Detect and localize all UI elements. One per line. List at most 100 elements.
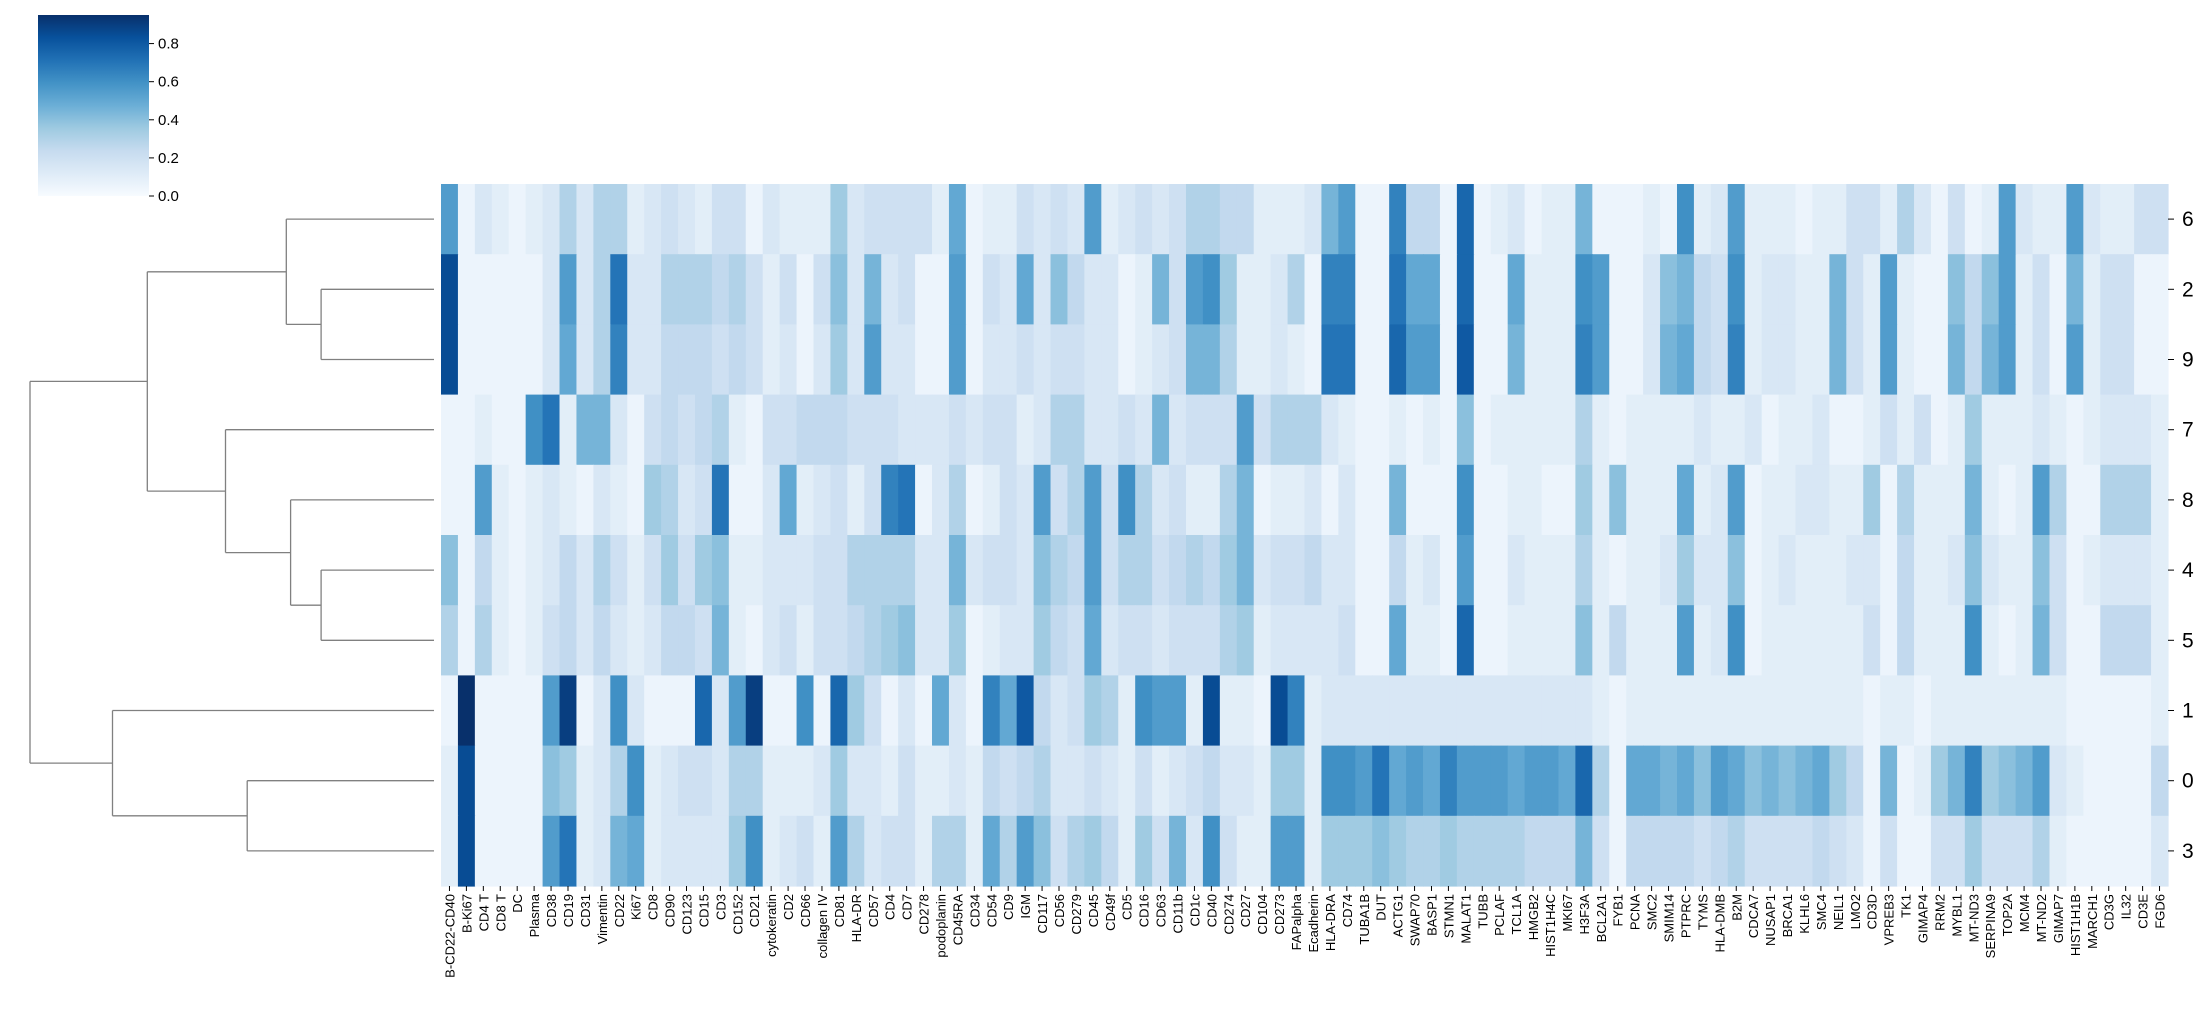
column-label: Ki67	[629, 894, 644, 920]
heatmap-cell	[1541, 464, 1560, 536]
heatmap-cell	[1812, 254, 1830, 325]
heatmap-cell	[1914, 464, 1932, 536]
heatmap-cell	[982, 184, 1001, 255]
heatmap-cell	[1541, 675, 1560, 747]
heatmap-cell	[1930, 605, 1949, 676]
heatmap-cell	[1152, 464, 1170, 536]
heatmap-cell	[1676, 184, 1695, 255]
heatmap-cell	[1964, 254, 1983, 325]
heatmap-cell	[2117, 815, 2135, 887]
heatmap-cell	[1372, 535, 1390, 606]
column-label: CD8	[646, 894, 661, 920]
heatmap-cell	[1558, 745, 1576, 817]
heatmap-cell	[1355, 745, 1373, 817]
heatmap-cell	[1490, 324, 1509, 396]
column-label: SWAP70	[1408, 894, 1423, 946]
column-label: cytokeratin	[764, 894, 779, 957]
heatmap-cell	[779, 605, 798, 676]
heatmap-cell	[1761, 184, 1780, 255]
heatmap-cell	[796, 535, 815, 606]
heatmap-cell	[796, 324, 815, 396]
column-label: CD274	[1221, 894, 1236, 934]
heatmap-cell	[1406, 464, 1424, 536]
heatmap-cell	[576, 394, 594, 466]
heatmap-cell	[1998, 605, 2017, 676]
heatmap-cell	[898, 324, 916, 396]
heatmap-cell	[2049, 745, 2068, 817]
heatmap-cell	[1710, 254, 1729, 325]
heatmap-cell	[2117, 675, 2135, 747]
heatmap-cell	[1609, 605, 1627, 676]
heatmap-cell	[2032, 184, 2051, 255]
heatmap-cell	[1270, 394, 1289, 466]
heatmap-cell	[1727, 464, 1746, 536]
heatmap-cell	[711, 815, 730, 887]
heatmap-cell	[1676, 535, 1695, 606]
heatmap-cell	[1676, 254, 1695, 325]
heatmap-cell	[1897, 184, 1915, 255]
heatmap-cell	[1135, 464, 1153, 536]
heatmap-cell	[1660, 254, 1678, 325]
heatmap-cell	[2015, 745, 2034, 817]
colorbar-tick-label: 0.6	[158, 74, 179, 91]
heatmap-cell	[728, 324, 747, 396]
heatmap-cell	[1812, 394, 1830, 466]
heatmap-cell	[2066, 184, 2084, 255]
heatmap-cell	[932, 605, 950, 676]
heatmap-cell	[2134, 394, 2152, 466]
heatmap-cell	[1863, 324, 1881, 396]
column-label: CD4 T	[476, 894, 491, 931]
heatmap-cell	[948, 605, 967, 676]
heatmap-cell	[1490, 605, 1509, 676]
heatmap-cell	[1812, 324, 1830, 396]
heatmap-cell	[2134, 815, 2152, 887]
heatmap-cell	[1795, 605, 1814, 676]
column-label: CD63	[1154, 894, 1169, 927]
heatmap-cell	[830, 464, 848, 536]
column-label: LMO2	[1848, 894, 1863, 929]
column-label: NUSAP1	[1763, 894, 1778, 946]
heatmap-cell	[1152, 815, 1170, 887]
column-label: CDCA7	[1746, 894, 1761, 938]
heatmap-cell	[1101, 394, 1119, 466]
heatmap-cell	[2049, 324, 2068, 396]
heatmap-cell	[915, 184, 933, 255]
heatmap-cell	[627, 254, 645, 325]
heatmap-cell	[627, 815, 645, 887]
column-label: CD1c	[1187, 894, 1202, 927]
heatmap-cell	[1964, 745, 1983, 817]
heatmap-cell	[1507, 464, 1526, 536]
heatmap-cell	[1727, 535, 1746, 606]
heatmap-cell	[779, 184, 798, 255]
heatmap-cell	[2015, 815, 2034, 887]
heatmap-cell	[1541, 815, 1560, 887]
heatmap-cell	[610, 745, 628, 817]
heatmap-cell	[474, 675, 493, 747]
column-label: IGM	[1018, 894, 1033, 919]
heatmap-cell	[1812, 535, 1830, 606]
column-label: B2M	[1729, 894, 1744, 921]
heatmap-cell	[1693, 535, 1712, 606]
heatmap-cell	[1423, 184, 1441, 255]
heatmap-cell	[1541, 184, 1560, 255]
heatmap-cell	[1270, 535, 1289, 606]
heatmap-cell	[1033, 815, 1052, 887]
heatmap-cell	[542, 394, 561, 466]
heatmap-cell	[576, 675, 594, 747]
heatmap-cell	[1202, 605, 1221, 676]
column-label: DUT	[1374, 894, 1389, 921]
heatmap-cell	[1524, 464, 1543, 536]
heatmap-cell	[2049, 394, 2068, 466]
heatmap-cell	[1253, 324, 1272, 396]
heatmap-cell	[1406, 675, 1424, 747]
heatmap-cell	[745, 815, 764, 887]
heatmap-cell	[1880, 675, 1898, 747]
heatmap-cell	[779, 675, 798, 747]
heatmap-cell	[948, 815, 967, 887]
column-label: VPREB3	[1882, 894, 1897, 945]
heatmap-cell	[1101, 464, 1119, 536]
heatmap-cell	[813, 675, 832, 747]
heatmap-cell	[2066, 324, 2084, 396]
heatmap-cell	[542, 184, 561, 255]
heatmap-cell	[694, 184, 713, 255]
